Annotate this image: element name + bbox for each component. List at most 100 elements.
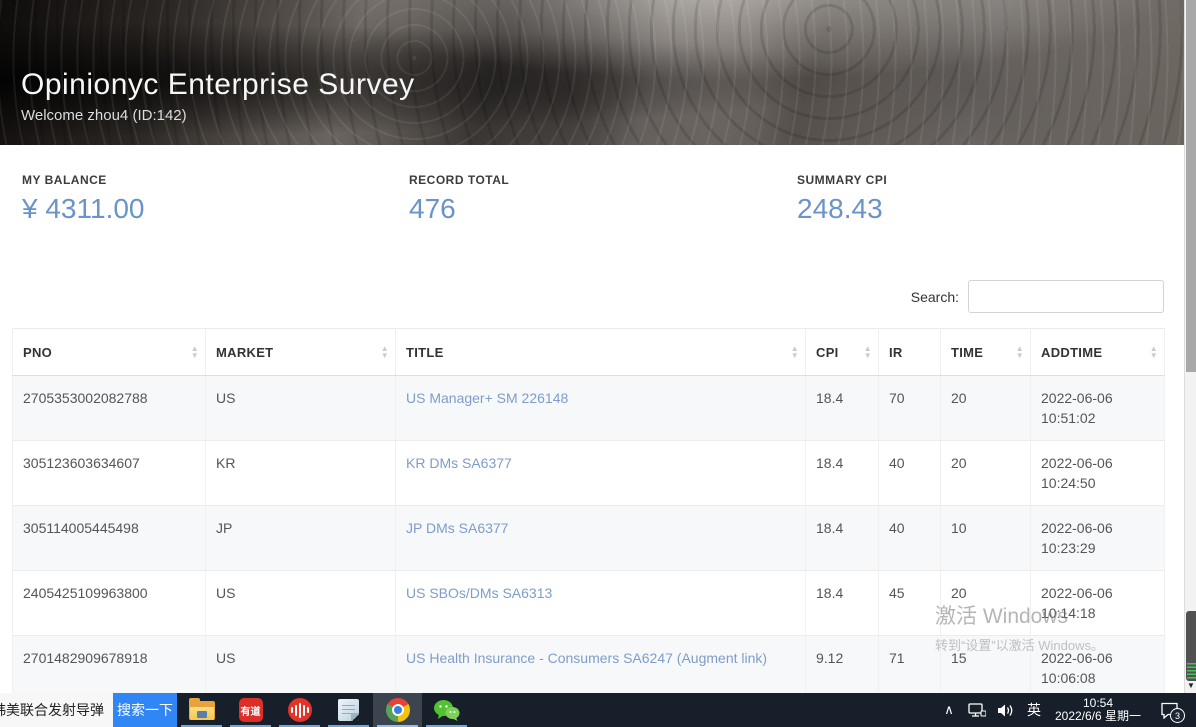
folder-icon xyxy=(188,697,215,720)
taskbar-wechat[interactable] xyxy=(422,693,471,727)
stat-label: MY BALANCE xyxy=(22,173,107,187)
running-indicator xyxy=(328,725,369,727)
hero-background-image xyxy=(0,0,1184,145)
cell-pno: 305123603634607 xyxy=(12,440,206,506)
cell-market: KR xyxy=(205,440,396,506)
stat-value: 248.43 xyxy=(797,193,883,224)
column-header-addtime[interactable]: ADDTIME xyxy=(1030,328,1165,376)
cell-pno: 2705353002082788 xyxy=(12,375,206,441)
stat-value: 476 xyxy=(409,193,456,224)
cell-addtime: 2022-06-06 10:14:18 xyxy=(1030,570,1165,636)
floating-tool-widget[interactable] xyxy=(1186,611,1196,681)
stat-summary-cpi: SUMMARY CPI 248.43 xyxy=(797,173,887,225)
cell-cpi: 9.12 xyxy=(805,635,879,701)
survey-link[interactable]: US Manager+ SM 226148 xyxy=(406,390,569,406)
notification-icon xyxy=(1160,702,1178,719)
cell-ir: 40 xyxy=(878,505,941,571)
column-header-time[interactable]: TIME xyxy=(940,328,1031,376)
scrollbar-thumb[interactable] xyxy=(1186,0,1196,372)
stat-value: ¥ 4311.00 xyxy=(22,193,145,224)
table-row: 305123603634607 KR KR DMs SA6377 18.4 40… xyxy=(12,440,1165,506)
taskbar-notepad[interactable] xyxy=(324,693,373,727)
cell-cpi: 18.4 xyxy=(805,570,879,636)
taskbar-clock[interactable]: 10:54 2022/6/6 星期一 xyxy=(1048,693,1148,727)
table-row: 305114005445498 JP JP DMs SA6377 18.4 40… xyxy=(12,505,1165,571)
hero-banner: Opinionyc Enterprise Survey Welcome zhou… xyxy=(0,0,1184,145)
cell-cpi: 18.4 xyxy=(805,440,879,506)
column-header-cpi[interactable]: CPI xyxy=(805,328,879,376)
cell-cpi: 18.4 xyxy=(805,505,879,571)
column-header-pno[interactable]: PNO xyxy=(12,328,206,376)
cell-ir: 71 xyxy=(878,635,941,701)
stat-my-balance: MY BALANCE ¥ 4311.00 xyxy=(22,173,145,225)
sort-icon xyxy=(864,345,872,359)
youdao-icon: 有道 xyxy=(238,698,263,722)
clock-date: 2022/6/6 星期一 xyxy=(1054,709,1142,723)
cell-time: 20 xyxy=(940,570,1031,636)
search-input[interactable] xyxy=(968,280,1164,313)
cell-title: KR DMs SA6377 xyxy=(395,440,806,506)
music-app-icon xyxy=(287,698,312,722)
show-hidden-icons-chevron[interactable]: ∧ xyxy=(944,702,954,717)
taskbar-chrome[interactable] xyxy=(373,693,422,727)
taskbar-music-app[interactable] xyxy=(275,693,324,727)
search-label: Search: xyxy=(910,288,959,305)
cell-pno: 2405425109963800 xyxy=(12,570,206,636)
running-indicator xyxy=(377,725,418,727)
welcome-text: Welcome zhou4 (ID:142) xyxy=(21,107,187,124)
tool-stripes-icon xyxy=(1187,663,1196,679)
network-icon[interactable] xyxy=(962,693,991,727)
cell-ir: 45 xyxy=(878,570,941,636)
taskbar-youdao[interactable]: 有道 xyxy=(226,693,275,727)
column-header-ir[interactable]: IR xyxy=(878,328,941,376)
cell-market: JP xyxy=(205,505,396,571)
ime-language-indicator[interactable]: 英 xyxy=(1027,702,1041,718)
cell-time: 10 xyxy=(940,505,1031,571)
stat-label: RECORD TOTAL xyxy=(409,173,510,187)
cell-market: US xyxy=(205,375,396,441)
table-header-row: PNO MARKET TITLE CPI IR TIME ADDTIME xyxy=(12,328,1165,376)
running-indicator xyxy=(181,725,222,727)
survey-link[interactable]: US SBOs/DMs SA6313 xyxy=(406,585,553,601)
running-indicator xyxy=(426,725,467,727)
windows-taskbar: 韩美联合发射导弹 搜索一下 有道 ∧ xyxy=(0,693,1196,727)
survey-link[interactable]: US Health Insurance - Consumers SA6247 (… xyxy=(406,650,768,666)
taskbar-file-explorer[interactable] xyxy=(177,693,226,727)
sort-icon xyxy=(791,345,799,359)
survey-link[interactable]: KR DMs SA6377 xyxy=(406,455,512,471)
tool-arrow-icon: ▼ xyxy=(1187,681,1195,690)
table-row: 2701482909678918 US US Health Insurance … xyxy=(12,635,1165,701)
column-header-market[interactable]: MARKET xyxy=(205,328,396,376)
cell-addtime: 2022-06-06 10:51:02 xyxy=(1030,375,1165,441)
cell-title: US Manager+ SM 226148 xyxy=(395,375,806,441)
running-indicator xyxy=(230,725,271,727)
cell-ir: 40 xyxy=(878,440,941,506)
volume-icon[interactable] xyxy=(991,693,1020,727)
notification-badge: 3 xyxy=(1170,708,1185,723)
action-center-button[interactable]: 3 xyxy=(1148,693,1190,727)
running-indicator xyxy=(279,725,320,727)
cell-time: 15 xyxy=(940,635,1031,701)
cell-pno: 305114005445498 xyxy=(12,505,206,571)
cell-title: US Health Insurance - Consumers SA6247 (… xyxy=(395,635,806,701)
stat-record-total: RECORD TOTAL 476 xyxy=(409,173,509,225)
cell-addtime: 2022-06-06 10:06:08 xyxy=(1030,635,1165,701)
sort-icon xyxy=(1150,345,1158,359)
cell-addtime: 2022-06-06 10:24:50 xyxy=(1030,440,1165,506)
sort-icon xyxy=(191,345,199,359)
chrome-icon xyxy=(385,698,410,722)
baidu-search-button[interactable]: 搜索一下 xyxy=(113,693,177,727)
cell-cpi: 18.4 xyxy=(805,375,879,441)
survey-link[interactable]: JP DMs SA6377 xyxy=(406,520,509,536)
cell-market: US xyxy=(205,570,396,636)
cell-pno: 2701482909678918 xyxy=(12,635,206,701)
wechat-icon xyxy=(434,699,460,721)
cell-market: US xyxy=(205,635,396,701)
clock-time: 10:54 xyxy=(1082,696,1114,710)
notepad-icon xyxy=(338,699,359,721)
cell-title: US SBOs/DMs SA6313 xyxy=(395,570,806,636)
taskbar-search-box[interactable]: 韩美联合发射导弹 xyxy=(0,693,113,727)
table-search: Search: xyxy=(911,280,1164,313)
vertical-scrollbar[interactable] xyxy=(1184,0,1196,693)
column-header-title[interactable]: TITLE xyxy=(395,328,806,376)
